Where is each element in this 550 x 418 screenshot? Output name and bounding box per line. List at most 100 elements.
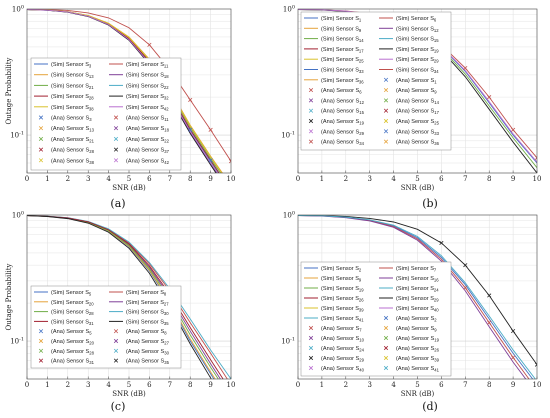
x-tick-label: 4: [106, 175, 111, 183]
y-tick-base: 10: [12, 5, 21, 13]
legend-label-subscript: 19: [434, 48, 439, 53]
legend-entry: (Sim) Sensor S26: [304, 296, 364, 303]
x-axis-label: SNR (dB): [401, 184, 435, 192]
legend-label: (Ana) Sensor S21: [51, 137, 95, 144]
legend-entry: (Ana) Sensor S39: [383, 355, 440, 363]
marker-stroke: [487, 320, 492, 325]
legend-label-text: (Ana) Sensor S: [321, 356, 360, 362]
legend-entry: (Sim) Sensor S22: [109, 83, 169, 90]
legend-label-text: (Sim) Sensor S: [321, 266, 359, 272]
legend-swatch-marker: [38, 126, 44, 131]
legend-label-text: (Sim) Sensor S: [126, 73, 164, 79]
x-tick-label: 5: [415, 381, 419, 389]
legend-label: (Ana) Sensor S17: [396, 109, 440, 116]
legend-swatch-marker: [38, 338, 44, 344]
legend-label: (Ana) Sensor S9: [396, 88, 437, 95]
legend-entry: (Ana) Sensor S42: [113, 158, 170, 165]
legend-label: (Sim) Sensor S42: [126, 105, 169, 112]
legend-label-subscript: 19: [359, 121, 364, 126]
legend-label-text: (Sim) Sensor S: [396, 16, 434, 22]
legend-label: (Ana) Sensor S39: [396, 356, 440, 363]
legend-label-subscript: 7: [359, 328, 362, 333]
data-marker: [463, 65, 468, 71]
legend-entry: (Ana) Sensor S12: [308, 98, 365, 105]
legend-swatch-marker: [383, 98, 389, 103]
x-tick-label: 9: [208, 175, 212, 183]
series-group: [298, 215, 537, 379]
legend-label-subscript: 13: [89, 74, 94, 79]
legend-label: (Sim) Sensor S7: [396, 266, 437, 273]
data-marker: [188, 97, 193, 102]
x-tick-label: 2: [66, 175, 70, 183]
legend-label-subscript: 27: [164, 341, 169, 346]
legend-label-subscript: 31: [89, 321, 94, 326]
legend-label-text: (Sim) Sensor S: [396, 47, 434, 53]
x-tick-label: 2: [344, 175, 348, 183]
data-marker: [511, 355, 516, 360]
legend-label-subscript: 29: [359, 131, 364, 136]
legend-label-text: (Ana) Sensor S: [396, 140, 435, 146]
legend-label: (Sim) Sensor S25: [321, 57, 364, 64]
marker-stroke: [229, 189, 233, 193]
legend-entry: (Sim) Sensor S12: [379, 26, 439, 33]
legend-entry: (Ana) Sensor S28: [38, 348, 95, 355]
legend-entry: (Ana) Sensor S9: [383, 325, 437, 333]
legend-entry: (Ana) Sensor S36: [383, 139, 440, 146]
legend-label: (Sim) Sensor S36: [321, 78, 364, 85]
legend-label-text: (Ana) Sensor S: [321, 140, 360, 146]
legend-label: (Ana) Sensor S2: [396, 316, 437, 323]
legend-label: (Sim) Sensor S31: [51, 319, 94, 326]
legend-label-subscript: 14: [434, 100, 439, 105]
legend-label: (Ana) Sensor S19: [321, 119, 365, 126]
series-line: [27, 215, 224, 379]
legend-label-subscript: 6: [359, 90, 362, 95]
legend-label-text: (Ana) Sensor S: [51, 329, 90, 335]
legend-label: (Sim) Sensor S33: [321, 68, 364, 75]
data-marker: [511, 328, 516, 334]
series-group: [27, 9, 233, 193]
legend-box: [300, 11, 452, 151]
legend-label-text: (Ana) Sensor S: [51, 349, 90, 355]
legend-label-subscript: 15: [434, 38, 439, 43]
x-tick-label: 9: [208, 381, 212, 389]
legend-label-subscript: 41: [359, 318, 364, 323]
legend-label: (Ana) Sensor S38: [51, 158, 95, 165]
legend-swatch-marker: [113, 158, 119, 163]
legend-label-text: (Sim) Sensor S: [321, 26, 359, 32]
legend-label: (Ana) Sensor S26: [396, 346, 440, 353]
legend-label-text: (Sim) Sensor S: [396, 286, 434, 292]
y-tick-base: 10: [10, 337, 19, 345]
legend-label: (Sim) Sensor S40: [396, 306, 439, 313]
legend-label-text: (Ana) Sensor S: [51, 359, 90, 365]
legend-label: (Ana) Sensor S8: [126, 329, 167, 336]
legend-label-text: (Sim) Sensor S: [51, 310, 89, 316]
legend-entry: (Sim) Sensor S8: [109, 290, 167, 297]
legend-swatch-marker: [113, 147, 119, 152]
legend-label-subscript: 5: [89, 331, 92, 336]
legend-entry: (Ana) Sensor S37: [113, 147, 170, 154]
legend-label: (Ana) Sensor S6: [321, 88, 362, 95]
legend-label: (Sim) Sensor S21: [51, 83, 94, 90]
legend-label-text: (Ana) Sensor S: [321, 346, 360, 352]
legend-label-subscript: 38: [89, 160, 94, 165]
legend-entry: (Ana) Sensor S38: [38, 158, 95, 165]
x-tick-label: 8: [487, 381, 491, 389]
legend-label-text: (Sim) Sensor S: [126, 62, 164, 68]
panel-caption: (a): [110, 197, 125, 210]
x-tick-label: 2: [344, 381, 348, 389]
y-tick-label: 10-1: [281, 336, 295, 345]
panel-caption: (d): [422, 400, 438, 413]
marker-stroke: [208, 158, 213, 163]
legend-label-text: (Sim) Sensor S: [126, 290, 164, 296]
legend-entry: (Ana) Sensor S22: [113, 136, 170, 143]
legend-entry: (Ana) Sensor S13: [38, 126, 95, 133]
legend-label-text: (Ana) Sensor S: [396, 316, 435, 322]
legend-label: (Sim) Sensor S8: [126, 290, 167, 297]
legend-entry: (Sim) Sensor S36: [304, 78, 364, 85]
legend-swatch-marker: [113, 358, 119, 363]
legend-entry: (Sim) Sensor S19: [379, 47, 439, 53]
legend-label: (Ana) Sensor S29: [321, 129, 365, 136]
marker-stroke: [228, 160, 231, 164]
legend-label-subscript: 1: [359, 18, 362, 23]
x-tick-label: 9: [511, 175, 515, 183]
